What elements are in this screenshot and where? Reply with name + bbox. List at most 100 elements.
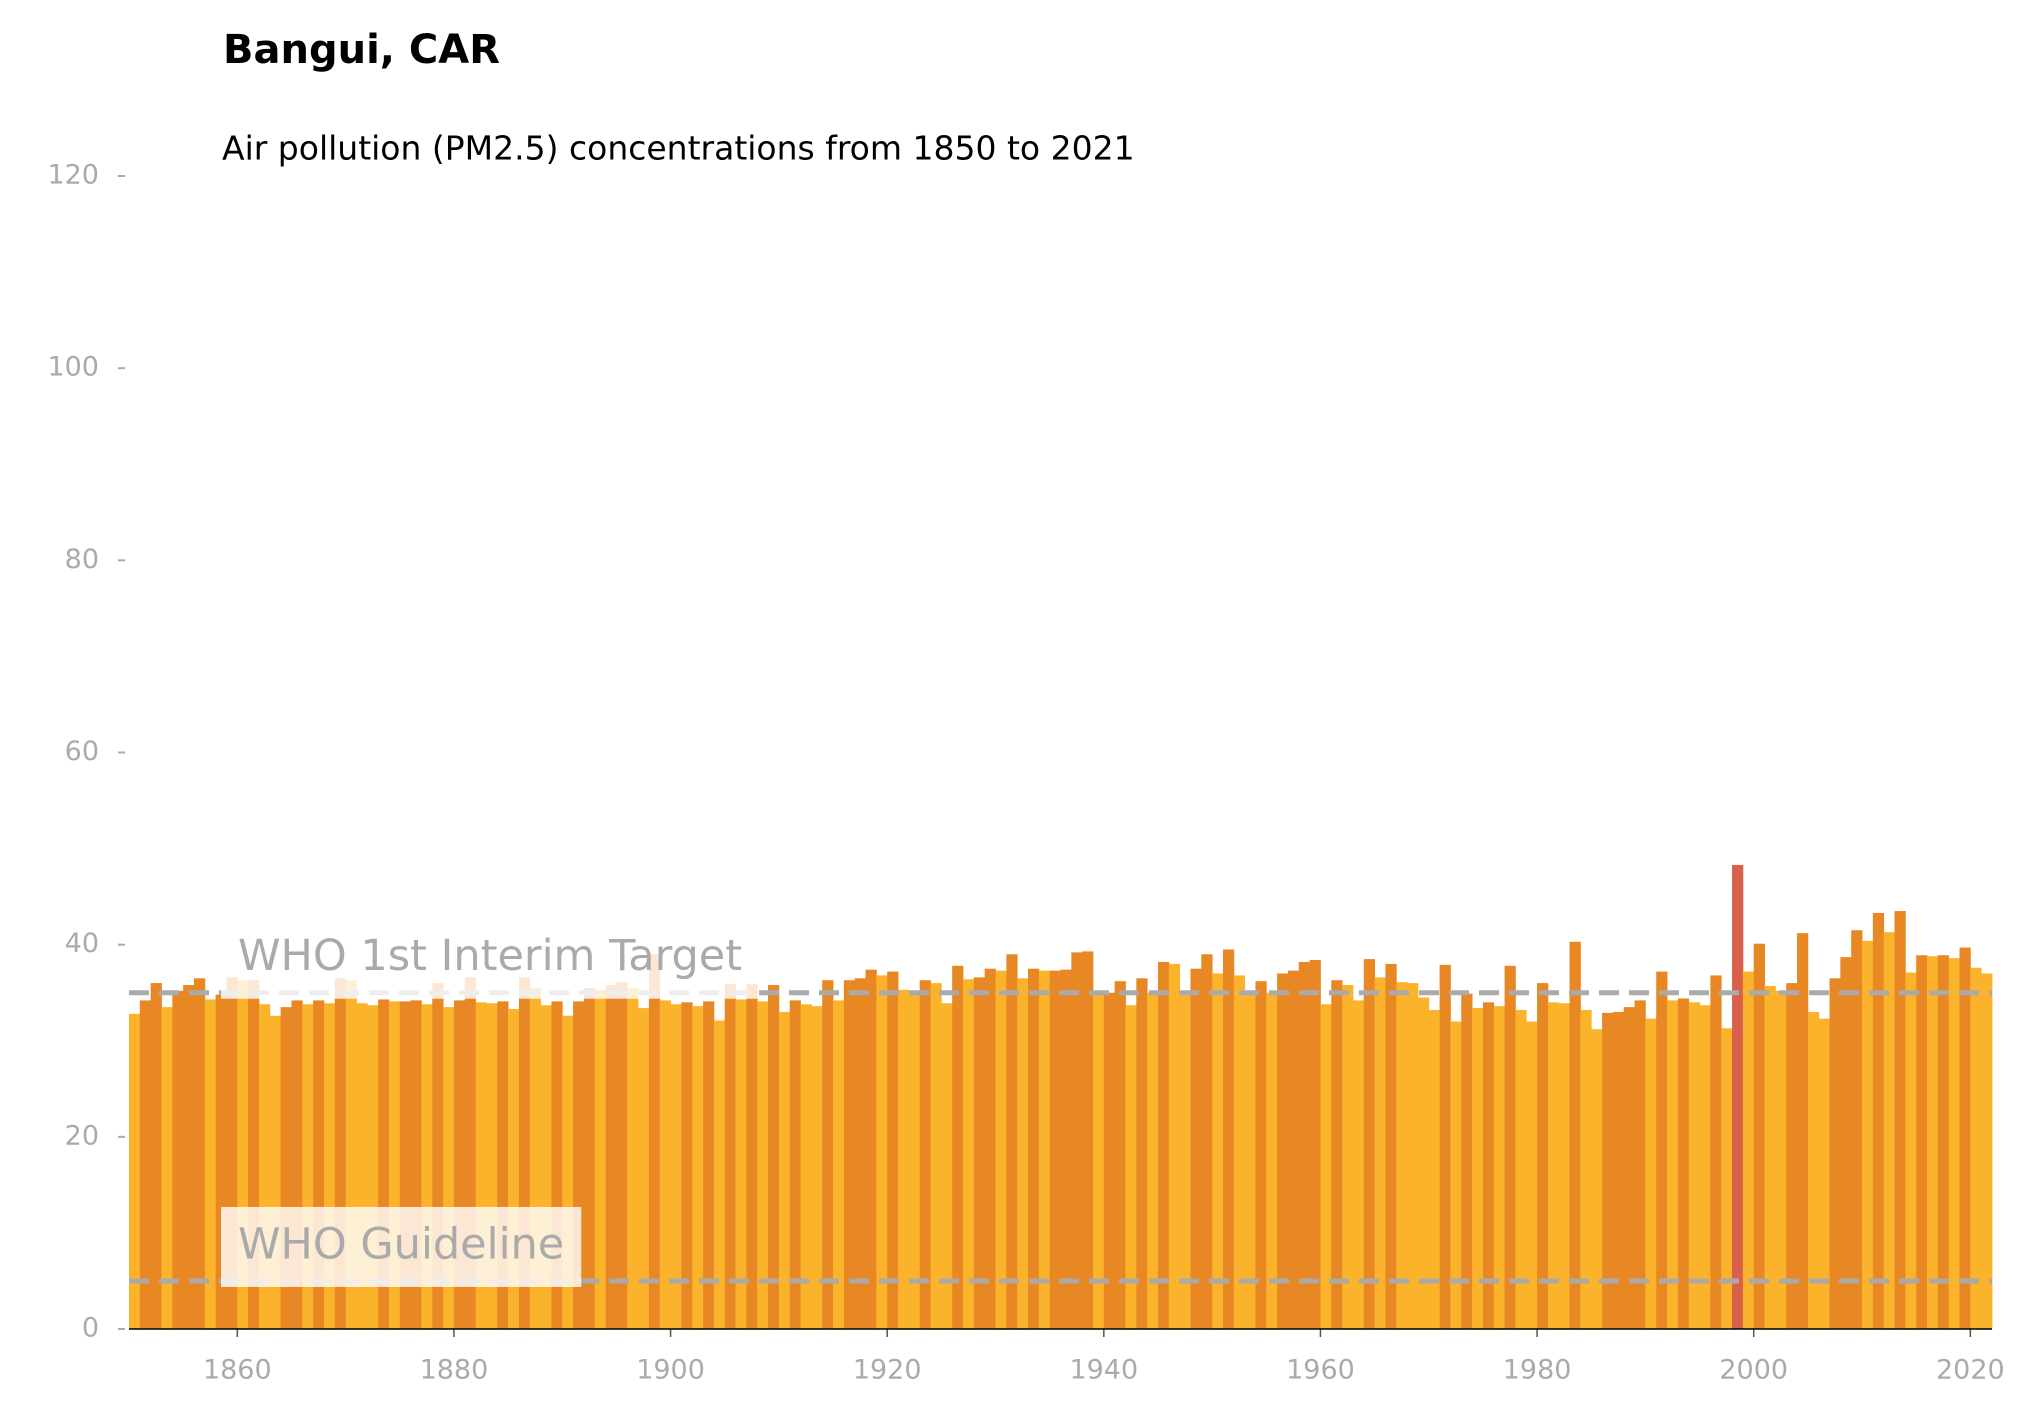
bar bbox=[1710, 975, 1722, 1329]
bar bbox=[865, 969, 877, 1329]
bar bbox=[1634, 1000, 1646, 1329]
bar bbox=[518, 977, 531, 1329]
bar bbox=[204, 999, 217, 1329]
bar bbox=[1645, 1018, 1657, 1329]
bar bbox=[1840, 957, 1852, 1329]
chart-title: Bangui, CAR bbox=[223, 27, 500, 73]
bar bbox=[1266, 992, 1278, 1329]
bar bbox=[269, 1015, 282, 1329]
y-tick-label: 60 bbox=[65, 736, 99, 767]
bar bbox=[638, 1008, 650, 1329]
bar bbox=[811, 1006, 823, 1329]
bar bbox=[659, 1000, 671, 1329]
bar bbox=[1233, 975, 1246, 1329]
bar bbox=[1017, 978, 1029, 1329]
bar bbox=[768, 985, 780, 1329]
bar bbox=[1136, 978, 1148, 1329]
x-tick-label: 2000 bbox=[1719, 1355, 1788, 1386]
y-tick-label: 80 bbox=[65, 544, 99, 575]
bar bbox=[291, 1000, 303, 1329]
bar bbox=[1125, 1005, 1137, 1329]
bar bbox=[1862, 940, 1874, 1329]
bar bbox=[995, 970, 1007, 1329]
bar bbox=[1829, 978, 1841, 1329]
x-tick-label: 1940 bbox=[1069, 1355, 1138, 1386]
x-tick-label: 1980 bbox=[1503, 1355, 1572, 1386]
bar bbox=[1190, 968, 1202, 1329]
bar bbox=[583, 987, 596, 1329]
bar bbox=[258, 1004, 271, 1329]
y-tick-label: 100 bbox=[47, 352, 99, 383]
bar bbox=[833, 1000, 845, 1329]
bar bbox=[1277, 973, 1289, 1329]
bar bbox=[1071, 952, 1083, 1329]
bar bbox=[778, 1011, 791, 1329]
bar bbox=[486, 1003, 498, 1329]
bar bbox=[399, 1001, 412, 1329]
bar bbox=[1667, 1000, 1679, 1329]
bar bbox=[1461, 993, 1473, 1329]
bar bbox=[280, 1007, 292, 1329]
bar bbox=[681, 1002, 693, 1329]
bar bbox=[1569, 941, 1581, 1329]
y-tick-label: 120 bbox=[47, 160, 99, 191]
bar bbox=[529, 987, 541, 1329]
bar bbox=[1883, 932, 1895, 1329]
bar bbox=[1363, 959, 1376, 1329]
bar bbox=[1721, 1028, 1733, 1329]
bar bbox=[822, 980, 834, 1329]
bar bbox=[1959, 947, 1971, 1329]
bar bbox=[1591, 1029, 1603, 1329]
bar bbox=[963, 979, 975, 1329]
bar bbox=[540, 1005, 552, 1329]
bar bbox=[248, 980, 260, 1329]
bar bbox=[1147, 992, 1159, 1329]
bar bbox=[1656, 971, 1668, 1329]
bar bbox=[1905, 972, 1917, 1329]
bar bbox=[1396, 982, 1408, 1329]
reference-label: WHO Guideline bbox=[238, 1219, 564, 1269]
bar bbox=[627, 987, 639, 1329]
bar bbox=[1212, 973, 1224, 1329]
bar bbox=[941, 1003, 953, 1329]
bar bbox=[1775, 990, 1787, 1329]
bar bbox=[1450, 1021, 1462, 1329]
bar bbox=[1981, 973, 1993, 1329]
bar bbox=[1201, 954, 1213, 1329]
bar bbox=[334, 978, 347, 1329]
bar bbox=[1374, 977, 1386, 1329]
x-tick-label: 1900 bbox=[636, 1355, 705, 1386]
bar bbox=[1764, 985, 1776, 1329]
bar bbox=[562, 1015, 574, 1329]
bar bbox=[887, 971, 899, 1329]
bar bbox=[648, 954, 661, 1329]
bar bbox=[919, 980, 931, 1329]
x-tick-label: 1960 bbox=[1286, 1355, 1355, 1386]
bar bbox=[1439, 964, 1451, 1329]
y-tick-label: 20 bbox=[65, 1120, 99, 1151]
bar bbox=[226, 977, 238, 1329]
bar bbox=[1320, 1004, 1332, 1329]
bar bbox=[952, 965, 964, 1329]
bar bbox=[843, 980, 856, 1329]
bar bbox=[237, 980, 249, 1329]
bar bbox=[215, 994, 227, 1329]
chart-subtitle: Air pollution (PM2.5) concentrations fro… bbox=[222, 129, 1135, 168]
bar bbox=[551, 1001, 563, 1329]
bar bbox=[356, 1003, 368, 1329]
bar bbox=[1287, 970, 1300, 1329]
bar bbox=[1309, 960, 1321, 1329]
bar bbox=[973, 977, 986, 1329]
bar bbox=[703, 1001, 715, 1329]
bar bbox=[1894, 911, 1906, 1329]
bar bbox=[183, 985, 195, 1329]
bar bbox=[1407, 983, 1419, 1329]
bar bbox=[616, 982, 628, 1329]
bar bbox=[854, 978, 866, 1329]
bar bbox=[1797, 933, 1809, 1329]
bar bbox=[432, 983, 444, 1329]
bar bbox=[453, 1000, 466, 1329]
bar bbox=[161, 1007, 173, 1329]
bar bbox=[1742, 971, 1755, 1329]
bar bbox=[1515, 1010, 1527, 1329]
